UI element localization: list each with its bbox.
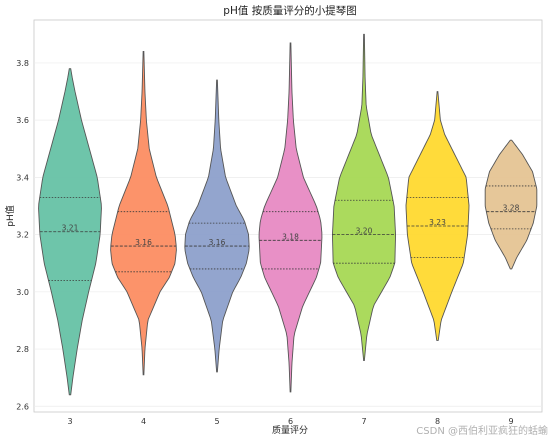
x-axis: 3 4 5 6 7 8 9 [67, 417, 513, 426]
x-tick-label: 7 [361, 417, 366, 426]
x-tick-label: 4 [141, 417, 146, 426]
violin-body [38, 68, 102, 396]
violin-body [405, 91, 470, 341]
x-tick-label: 6 [288, 417, 293, 426]
violin-mean-label: 3.20 [356, 227, 373, 236]
y-tick-label: 3.4 [16, 173, 29, 182]
y-tick-label: 3.2 [16, 231, 29, 240]
y-tick-label: 2.8 [16, 345, 29, 354]
x-axis-label: 质量评分 [272, 424, 308, 436]
violin-mean-label: 3.16 [135, 238, 152, 247]
violin-body [331, 33, 397, 361]
violin-mean-label: 3.16 [209, 238, 226, 247]
y-tick-label: 3.8 [16, 59, 29, 68]
y-tick-label: 2.6 [16, 402, 29, 411]
violin-body [258, 42, 323, 393]
violin-body [484, 139, 538, 270]
x-tick-label: 9 [508, 417, 513, 426]
violins: 3.21 3.16 3.16 3.18 3.20 3.23 3.28 [38, 33, 538, 396]
violin-mean-label: 3.28 [503, 204, 520, 213]
violin-body [184, 79, 250, 373]
y-axis-label: pH值 [4, 205, 16, 226]
x-tick-label: 3 [67, 417, 72, 426]
x-tick-label: 8 [435, 417, 440, 426]
violin-mean-label: 3.23 [429, 218, 446, 227]
violin-mean-label: 3.21 [62, 224, 79, 233]
y-axis: 2.6 2.8 3.0 3.2 3.4 3.6 3.8 [16, 59, 29, 411]
chart-title: pH值 按质量评分的小提琴图 [223, 4, 356, 17]
y-tick-label: 3.0 [16, 288, 29, 297]
x-tick-label: 5 [214, 417, 219, 426]
violin-body [110, 51, 177, 376]
watermark: CSDN @西伯利亚疯狂的蛞蝓 [416, 424, 548, 437]
violin-mean-label: 3.18 [282, 232, 299, 241]
y-tick-label: 3.6 [16, 116, 29, 125]
